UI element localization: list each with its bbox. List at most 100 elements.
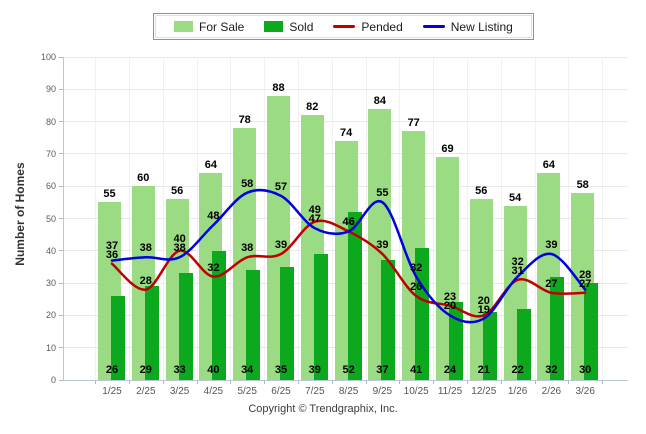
bar-sold bbox=[381, 260, 396, 380]
label-new-listing: 46 bbox=[342, 216, 355, 229]
label-new-listing: 37 bbox=[105, 239, 119, 252]
x-tick-label: 2/25 bbox=[136, 386, 156, 397]
y-tick-label: 20 bbox=[45, 310, 56, 321]
label-new-listing: 20 bbox=[443, 300, 457, 313]
legend-swatch-sold-icon bbox=[264, 21, 284, 32]
y-axis-tick bbox=[59, 88, 63, 90]
bar-sold bbox=[313, 254, 328, 380]
label-sold: 34 bbox=[241, 364, 254, 376]
label-pended: 28 bbox=[139, 274, 152, 287]
x-axis-tick bbox=[331, 380, 333, 384]
y-axis-tick bbox=[59, 379, 63, 381]
label-sold: 41 bbox=[410, 364, 423, 376]
x-tick-label: 6/25 bbox=[271, 386, 291, 397]
label-new-listing: 55 bbox=[376, 187, 389, 200]
y-axis-tick bbox=[59, 153, 63, 155]
label-for-sale: 88 bbox=[272, 81, 285, 94]
y-tick-label: 80 bbox=[45, 116, 56, 127]
y-axis-tick bbox=[59, 347, 63, 349]
x-axis-tick bbox=[602, 380, 604, 384]
label-sold: 29 bbox=[139, 364, 152, 376]
label-for-sale: 69 bbox=[441, 143, 454, 156]
label-for-sale: 54 bbox=[508, 191, 522, 204]
legend-swatch-for-sale-icon bbox=[174, 21, 193, 32]
y-tick-label: 30 bbox=[45, 278, 56, 289]
y-axis-tick bbox=[59, 282, 63, 284]
x-tick-label: 2/26 bbox=[541, 386, 562, 397]
label-pended: 26 bbox=[410, 281, 423, 294]
label-for-sale: 60 bbox=[137, 172, 150, 185]
x-axis-tick bbox=[128, 380, 130, 384]
copyright-text: Copyright © Trendgraphix, Inc. bbox=[248, 403, 398, 415]
label-sold: 22 bbox=[511, 364, 524, 376]
label-pended: 39 bbox=[274, 239, 288, 252]
x-axis-tick bbox=[399, 380, 401, 384]
label-sold: 32 bbox=[545, 364, 558, 376]
legend-item-sold: Sold bbox=[264, 20, 313, 34]
label-new-listing: 39 bbox=[545, 239, 558, 252]
label-for-sale: 56 bbox=[475, 185, 488, 198]
legend-item-pended: Pended bbox=[333, 20, 403, 34]
legend-label: Sold bbox=[289, 19, 314, 34]
label-sold: 35 bbox=[274, 364, 288, 376]
y-axis-tick bbox=[59, 185, 63, 187]
x-axis-tick bbox=[568, 380, 570, 384]
y-axis-tick bbox=[59, 121, 63, 123]
y-axis-line bbox=[62, 57, 64, 381]
label-for-sale: 74 bbox=[339, 126, 353, 139]
bar-sold bbox=[516, 308, 531, 380]
label-new-listing: 58 bbox=[241, 177, 254, 190]
legend-item-for-sale: For Sale bbox=[174, 20, 244, 34]
x-tick-label: 5/25 bbox=[237, 386, 257, 397]
legend-label: New Listing bbox=[450, 19, 513, 34]
bar-sold bbox=[347, 212, 362, 380]
label-new-listing: 47 bbox=[308, 213, 321, 226]
label-sold: 40 bbox=[207, 364, 220, 376]
x-tick-label: 8/25 bbox=[338, 386, 359, 397]
label-new-listing: 28 bbox=[579, 268, 592, 281]
y-tick-label: 60 bbox=[45, 181, 56, 192]
label-for-sale: 78 bbox=[238, 114, 251, 127]
label-pended: 32 bbox=[207, 261, 220, 274]
x-tick-label: 1/25 bbox=[102, 386, 122, 397]
y-tick-label: 100 bbox=[40, 52, 56, 62]
label-new-listing: 32 bbox=[410, 261, 423, 274]
label-pended: 23 bbox=[443, 290, 457, 303]
y-tick-label: 70 bbox=[45, 148, 56, 159]
y-tick-label: 40 bbox=[45, 245, 56, 256]
label-new-listing: 57 bbox=[274, 180, 288, 193]
x-axis-tick bbox=[466, 380, 468, 384]
label-sold: 33 bbox=[173, 364, 186, 376]
x-axis-tick bbox=[264, 380, 266, 384]
label-new-listing: 48 bbox=[207, 209, 220, 222]
label-sold: 24 bbox=[443, 364, 457, 376]
label-pended: 36 bbox=[105, 248, 119, 261]
x-tick-label: 11/25 bbox=[437, 386, 463, 397]
x-axis-tick bbox=[433, 380, 435, 384]
label-for-sale: 64 bbox=[542, 159, 556, 172]
label-new-listing: 38 bbox=[173, 242, 186, 255]
label-pended: 27 bbox=[545, 277, 558, 290]
label-for-sale: 84 bbox=[373, 94, 387, 107]
x-tick-label: 3/26 bbox=[575, 386, 595, 397]
x-axis-tick bbox=[162, 380, 164, 384]
bar-sold bbox=[584, 283, 599, 380]
chart-legend: For Sale Sold Pended New Listing bbox=[153, 13, 534, 40]
y-tick-label: 50 bbox=[45, 213, 56, 224]
legend-line-pended-icon bbox=[333, 25, 356, 28]
label-sold: 39 bbox=[308, 364, 321, 376]
label-sold: 26 bbox=[105, 364, 119, 376]
y-tick-label: 0 bbox=[50, 375, 56, 385]
label-for-sale: 82 bbox=[306, 101, 319, 114]
gridline-horizontal bbox=[63, 121, 628, 123]
x-tick-label: 4/25 bbox=[203, 386, 224, 397]
x-axis-tick bbox=[95, 380, 97, 384]
label-pended: 31 bbox=[511, 264, 524, 277]
label-pended: 40 bbox=[173, 233, 186, 246]
label-pended: 20 bbox=[477, 294, 490, 307]
gridline-horizontal bbox=[63, 88, 628, 90]
gridline-horizontal bbox=[63, 56, 628, 58]
x-tick-label: 10/25 bbox=[403, 386, 429, 397]
legend-item-new-listing: New Listing bbox=[422, 19, 513, 34]
